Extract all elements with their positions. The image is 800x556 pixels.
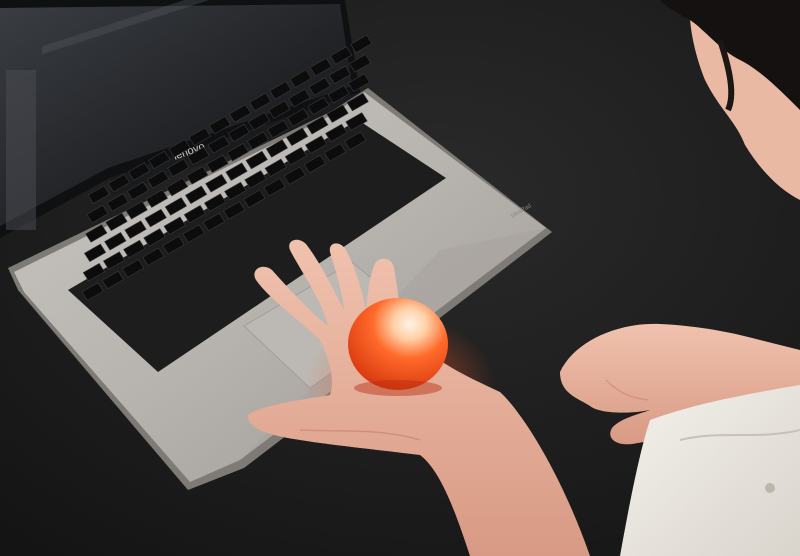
keyboard-key	[326, 104, 349, 123]
person-head	[660, 0, 800, 200]
keyboard-key	[165, 177, 189, 197]
keyboard-key	[148, 150, 171, 170]
keyboard-key	[105, 212, 128, 232]
keyboard-key	[127, 162, 151, 181]
keyboard-keys	[81, 34, 373, 301]
keyboard-key	[104, 232, 127, 251]
keyboard-key	[186, 166, 209, 185]
glowing-ball	[348, 298, 448, 396]
keyboard-key	[164, 197, 188, 216]
keyboard-key	[309, 57, 333, 77]
keyboard-key	[283, 166, 306, 185]
keyboard-key	[205, 174, 228, 193]
keyboard-key	[222, 201, 246, 220]
keyboard-key	[163, 216, 186, 236]
keyboard-key	[263, 177, 286, 197]
keyboard-key	[304, 135, 328, 154]
keyboard-key	[247, 112, 271, 131]
keyboard-key	[82, 263, 106, 282]
keyboard-key	[228, 104, 252, 123]
keyboard-key	[83, 243, 107, 263]
keyboard-key	[142, 247, 165, 267]
keyboard-key	[224, 181, 247, 201]
keyboard-key	[107, 173, 131, 193]
keyboard-key	[145, 189, 169, 208]
keyboard-key	[265, 139, 289, 158]
keyboard-key	[226, 143, 249, 162]
keyboard-key	[288, 88, 311, 108]
keyboard-key	[225, 162, 248, 181]
keyboard-key	[249, 92, 272, 112]
keyboard-key	[303, 154, 327, 174]
keyboard-key	[344, 131, 367, 151]
keyboard-key	[101, 270, 125, 290]
keyboard-key	[86, 204, 109, 224]
keyboard-key	[227, 123, 251, 143]
keyboard-key	[102, 251, 126, 270]
keyboard-key	[123, 239, 146, 259]
keyboard-key	[143, 228, 166, 247]
keyboard-key	[206, 154, 229, 174]
keyboard-key	[285, 127, 309, 147]
shirt-button	[765, 483, 775, 493]
keyboard-key	[264, 158, 287, 178]
keyboard-key	[162, 235, 185, 255]
keyboard-key	[328, 65, 352, 85]
keyboard-key	[306, 116, 329, 135]
keyboard-key	[287, 108, 310, 127]
keyboard-key	[184, 185, 208, 205]
keyboard-key	[182, 224, 205, 243]
keyboard-key	[87, 185, 110, 204]
keyboard-key	[348, 54, 372, 73]
keyboard-key	[266, 119, 290, 139]
keyboard-key	[121, 259, 145, 278]
keyboard-key	[81, 282, 104, 301]
keyboard-key	[208, 115, 232, 135]
keyboard-key	[327, 85, 350, 104]
keyboard-key	[146, 170, 170, 189]
keyboard-key	[85, 224, 108, 243]
keyboard-key	[124, 220, 147, 239]
keyboard-key	[347, 73, 371, 92]
keyboard-key	[168, 139, 191, 158]
keyboard-key	[284, 147, 308, 166]
keyboard-key	[308, 77, 331, 96]
keyboard-key	[183, 205, 207, 224]
keyboard-key	[346, 92, 369, 112]
keyboard-key	[345, 112, 368, 131]
left-hand	[247, 239, 590, 556]
keyboard-key	[325, 123, 348, 143]
keyboard-key	[246, 131, 270, 150]
keyboard-key	[125, 201, 148, 220]
keyboard-key	[126, 181, 150, 201]
keyboard-key	[106, 193, 129, 212]
keyboard-key	[243, 189, 266, 209]
keyboard-key	[307, 96, 330, 116]
keyboard-key	[144, 208, 167, 228]
keyboard-key	[188, 127, 211, 146]
shirt-sleeve	[620, 385, 800, 556]
laptop-keyboard	[68, 34, 446, 372]
keyboard-key	[207, 135, 230, 154]
keyboard-key	[202, 212, 226, 232]
keyboard-key	[245, 150, 268, 170]
keyboard-key	[167, 158, 190, 177]
keyboard-key	[289, 69, 312, 88]
keyboard-key	[268, 100, 291, 119]
keyboard-key	[269, 81, 292, 100]
keyboard-key	[244, 170, 267, 189]
keyboard-key	[187, 146, 210, 166]
keyboard-key	[323, 143, 347, 162]
keyboard-key	[203, 193, 227, 212]
keyboard-key	[350, 34, 373, 54]
keyboard-key	[329, 46, 353, 65]
